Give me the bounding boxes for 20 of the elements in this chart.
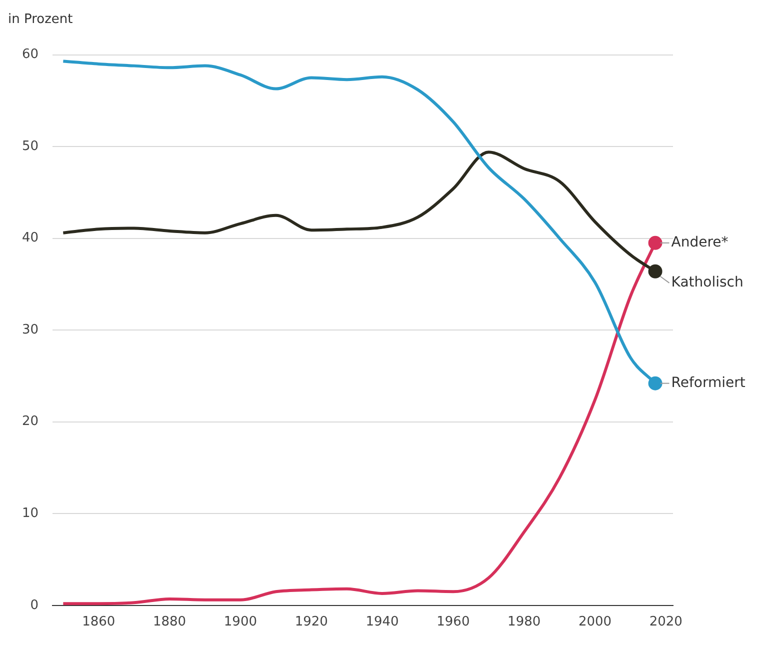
- x-tick-label: 1980: [508, 614, 541, 630]
- y-tick-label: 50: [22, 138, 39, 154]
- y-tick-label: 30: [22, 322, 39, 338]
- y-tick-label: 60: [22, 47, 39, 62]
- x-tick-label: 2000: [578, 614, 612, 630]
- x-tick-label: 1880: [152, 614, 186, 630]
- x-tick-label: 1960: [436, 614, 470, 630]
- series-label: Reformiert: [671, 374, 746, 391]
- y-tick-label: 10: [22, 506, 39, 522]
- x-tick-label: 1940: [366, 614, 399, 630]
- y-tick-label: 0: [30, 598, 39, 613]
- series-label: Andere*: [671, 234, 728, 251]
- y-axis-title: in Prozent: [8, 11, 74, 29]
- y-tick-label: 20: [22, 414, 39, 430]
- x-tick-label: 1920: [294, 614, 328, 630]
- x-tick-label: 1900: [224, 614, 257, 630]
- x-tick-label: 1860: [82, 614, 116, 630]
- x-tick-label: 2020: [649, 614, 682, 630]
- y-tick-label: 40: [22, 230, 39, 246]
- series-label: Katholisch: [671, 274, 744, 291]
